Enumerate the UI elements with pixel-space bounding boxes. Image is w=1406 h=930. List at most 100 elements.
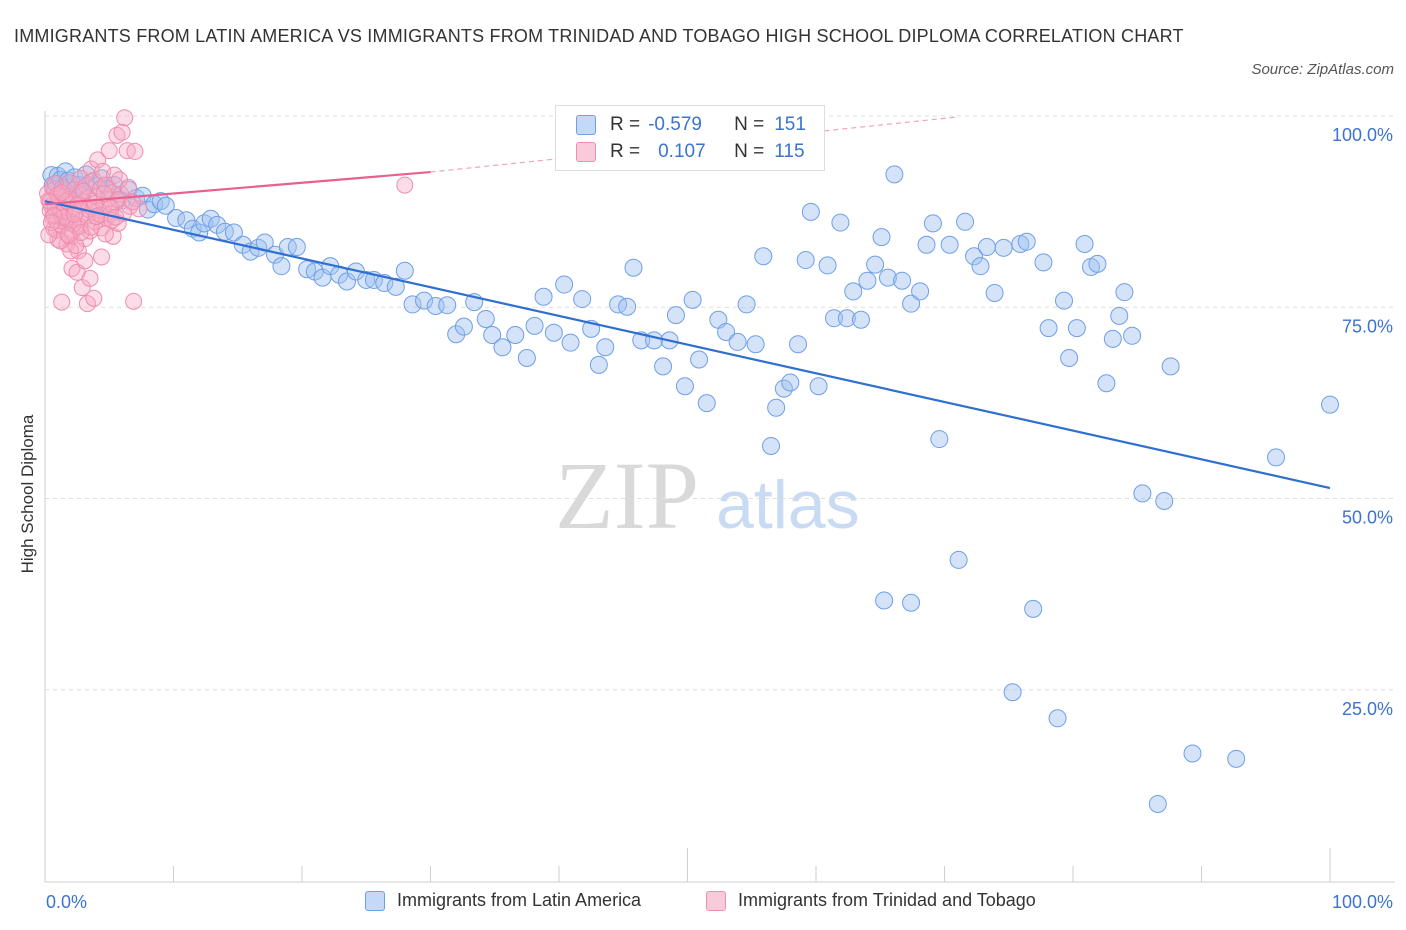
data-point-tt [45, 207, 63, 225]
legend-item-latin: Immigrants from Latin America [365, 890, 641, 911]
data-point-tt [76, 252, 94, 270]
data-point-latin [675, 377, 694, 396]
y-tick-label: 25.0% [1342, 699, 1393, 719]
data-point-tt [396, 176, 414, 194]
data-point-latin [767, 398, 786, 417]
data-point-latin [493, 338, 512, 357]
data-point-latin [971, 257, 990, 276]
data-point-latin [1267, 448, 1286, 467]
data-point-latin [415, 291, 434, 310]
data-point-latin [208, 215, 227, 234]
data-point-latin [1183, 744, 1202, 763]
data-point-latin [801, 202, 820, 221]
data-point-latin [195, 214, 214, 233]
data-point-tt [120, 178, 138, 196]
data-point-latin [683, 290, 702, 309]
data-point-latin [878, 268, 897, 287]
source-label: Source: ZipAtlas.com [1251, 61, 1394, 78]
data-point-latin [818, 256, 837, 275]
stats-row-tt: R = 0.107 N = 115 [576, 140, 805, 164]
data-point-latin [156, 196, 175, 215]
tt-r-value: 0.107 [658, 141, 706, 162]
tt-n-value: 115 [774, 141, 805, 162]
data-point-tt [113, 123, 131, 141]
data-point-latin [1321, 395, 1339, 414]
data-point-tt [82, 218, 100, 236]
data-point-latin [728, 332, 747, 351]
data-point-latin [618, 297, 637, 316]
data-point-latin [911, 282, 930, 301]
trend-line-tt [44, 170, 431, 206]
data-point-latin [1227, 749, 1246, 768]
data-point-latin [902, 593, 921, 612]
data-point-tt [96, 225, 114, 243]
data-point-latin [1034, 253, 1053, 272]
data-point-latin [1123, 326, 1142, 345]
data-point-latin [977, 238, 996, 257]
data-point-latin [917, 235, 936, 254]
data-point-tt [53, 293, 71, 311]
data-point-latin [1003, 683, 1022, 702]
data-point-latin [737, 295, 756, 314]
data-point-latin [573, 290, 592, 309]
data-point-tt [105, 166, 123, 184]
data-point-latin [837, 309, 856, 328]
data-point-latin [831, 213, 850, 232]
data-point-latin [956, 212, 975, 231]
x-tick-label: 100.0% [1332, 892, 1393, 912]
latin-points [42, 162, 1339, 813]
data-point-latin [762, 436, 781, 455]
data-point-latin [506, 326, 525, 345]
latin-r-label: R = [610, 114, 641, 135]
data-point-latin [1060, 348, 1079, 367]
trend-line-latin [44, 200, 1331, 490]
data-point-latin [525, 316, 544, 335]
data-point-latin [589, 355, 608, 374]
data-point-latin [1075, 234, 1094, 253]
data-point-latin [789, 335, 808, 354]
data-point-latin [272, 257, 291, 276]
data-point-latin [596, 338, 615, 357]
latin-r-value: -0.579 [648, 114, 702, 135]
data-point-latin [809, 377, 828, 396]
data-point-latin [624, 258, 643, 277]
data-point-tt [126, 142, 144, 160]
data-point-latin [893, 271, 912, 290]
data-point-tt [72, 224, 90, 242]
tt-swatch [576, 142, 596, 162]
data-point-latin [1088, 254, 1107, 273]
data-point-tt [59, 226, 77, 244]
data-point-tt [85, 289, 103, 307]
data-point-tt [130, 200, 148, 218]
data-point-tt [66, 205, 84, 223]
data-point-latin [534, 287, 553, 306]
data-point-latin [555, 275, 574, 294]
data-point-tt [40, 226, 58, 244]
data-point-latin [994, 238, 1013, 257]
legend-tt-label: Immigrants from Trinidad and Tobago [738, 890, 1036, 910]
data-point-latin [1017, 232, 1036, 251]
data-point-latin [985, 283, 1004, 302]
tt-n-label: N = [734, 141, 765, 162]
data-point-latin [561, 333, 580, 352]
data-point-latin [690, 350, 709, 369]
data-point-latin [357, 270, 376, 289]
data-point-latin [872, 228, 891, 247]
data-point-latin [697, 394, 716, 413]
data-point-latin [224, 223, 243, 242]
data-point-latin [337, 272, 356, 291]
data-point-latin [1133, 484, 1152, 503]
data-point-latin [287, 238, 306, 257]
data-point-latin [965, 247, 984, 266]
data-point-latin [403, 295, 422, 314]
data-point-latin [645, 331, 664, 350]
data-point-latin [1161, 357, 1180, 376]
x-tick-label: 0.0% [46, 892, 87, 912]
data-point-latin [717, 322, 736, 341]
latin-swatch [576, 115, 596, 135]
data-point-latin [844, 282, 863, 301]
legend-item-tt: Immigrants from Trinidad and Tobago [706, 890, 1036, 911]
stats-row-latin: R = -0.579 N = 151 [576, 113, 806, 137]
data-point-latin [923, 214, 942, 233]
